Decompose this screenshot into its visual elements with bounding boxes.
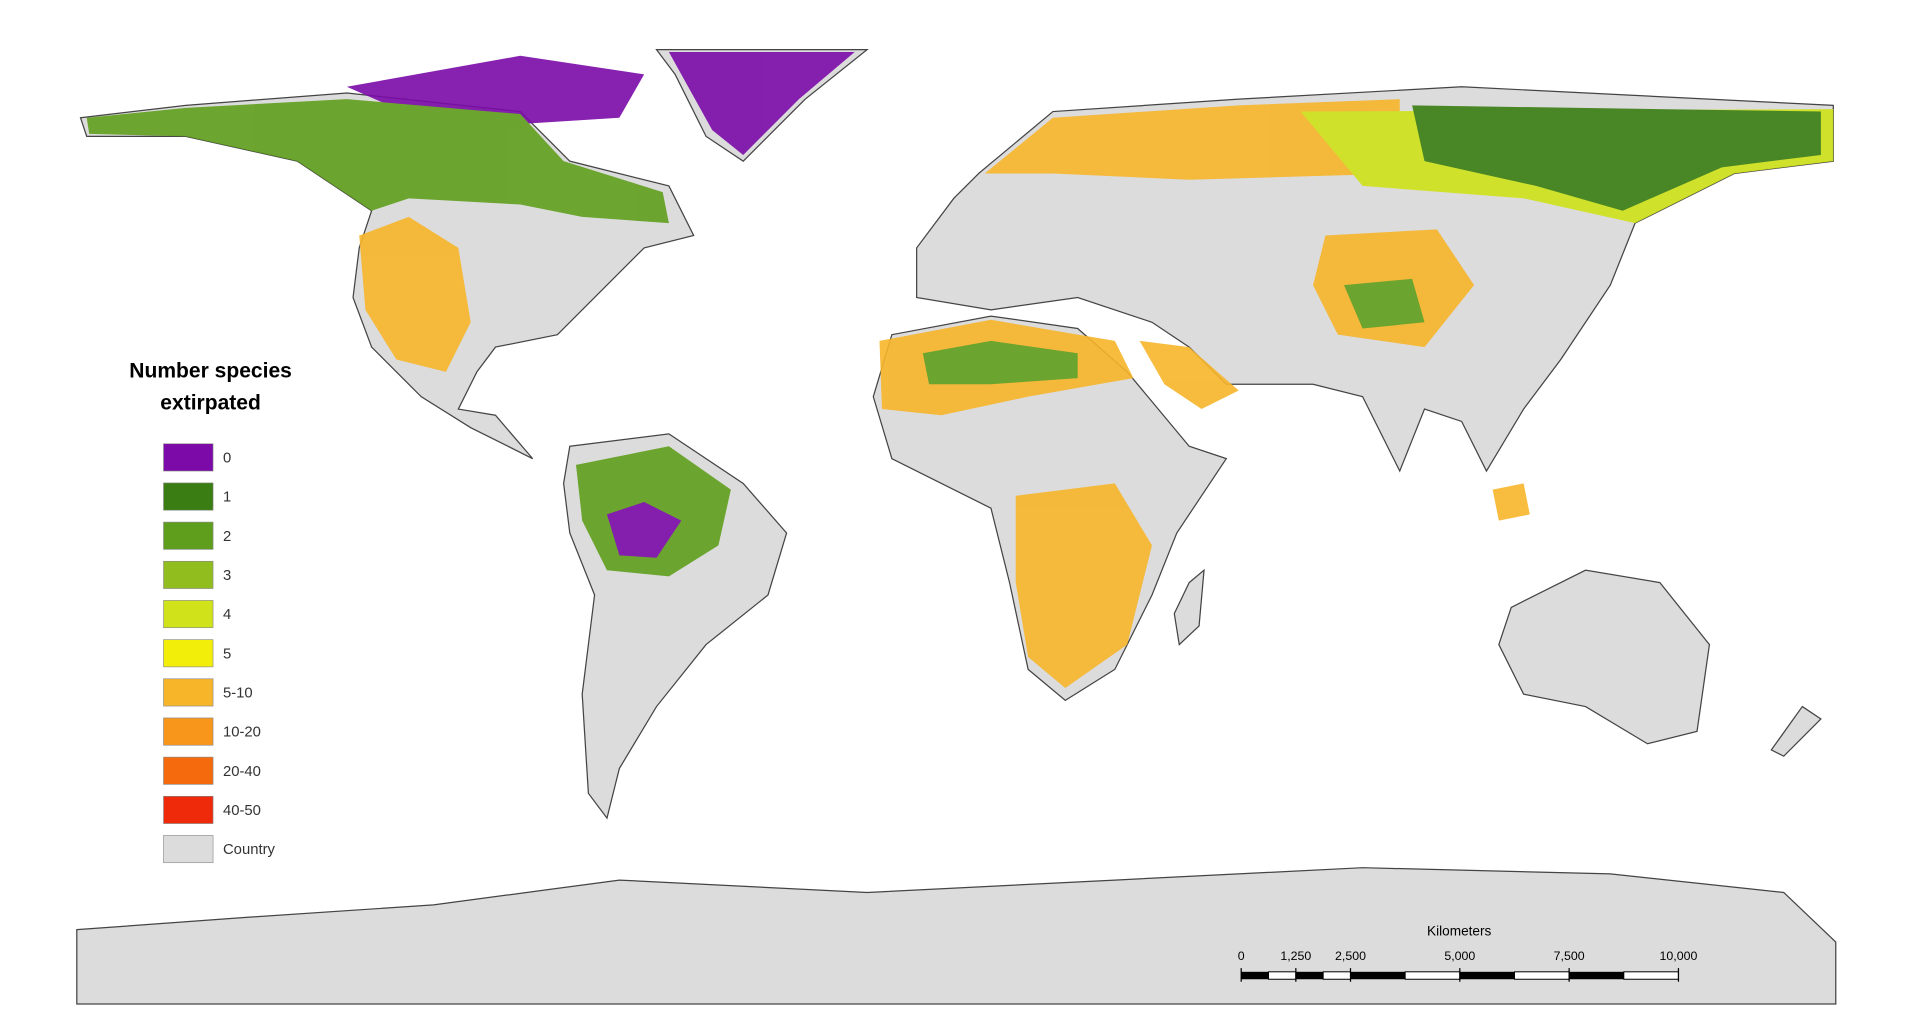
scale-segment	[1459, 971, 1515, 980]
scale-segment	[1623, 971, 1679, 980]
legend-label: 3	[223, 568, 231, 584]
legend-label: 5	[223, 646, 231, 662]
siberia-zone	[1412, 105, 1821, 211]
amazon-purple-zone	[606, 502, 682, 558]
greenland-zone	[668, 52, 855, 155]
scale-tick-label: 5,000	[1444, 949, 1475, 963]
africa-south-zone	[1015, 483, 1152, 688]
legend: Number species extirpated 0 1 2 3 4 5 5-10 10-2…	[129, 359, 292, 864]
australia	[1498, 569, 1711, 745]
legend-title: Number species	[129, 359, 292, 382]
scale-segment	[1513, 971, 1570, 980]
legend-label: Country	[223, 842, 276, 858]
legend-label: 2	[223, 529, 231, 545]
scale-tick-label: 0	[1238, 949, 1245, 963]
legend-swatch	[163, 639, 214, 668]
scale-segment	[1322, 971, 1351, 980]
legend-label: 10-20	[223, 725, 261, 741]
legend-label: 4	[223, 607, 231, 623]
scale-segment	[1350, 971, 1406, 980]
legend-swatch	[163, 678, 214, 707]
extirpation-overlays	[86, 52, 1834, 688]
sahara-green-zone	[922, 340, 1078, 385]
borneo-zone	[1492, 483, 1530, 521]
scale-segment	[1268, 971, 1297, 980]
tibet-zone	[1344, 278, 1425, 329]
scale-segment	[1569, 971, 1624, 980]
legend-label: 1	[223, 490, 231, 506]
scale-bar: Kilometers 0 1,250 2,500 5,000 7,500 10,000	[1238, 924, 1698, 982]
arabia-zone	[1139, 340, 1239, 410]
russia-west-zone	[984, 99, 1400, 180]
scale-tick-label: 10,000	[1660, 949, 1698, 963]
antarctica	[76, 867, 1837, 1005]
legend-title: extirpated	[160, 392, 261, 415]
us-west-zone	[359, 216, 471, 372]
scale-segment	[1404, 971, 1461, 980]
canada-zone	[86, 99, 669, 224]
scale-segment	[1295, 971, 1324, 980]
scale-segment	[1241, 971, 1269, 980]
legend-swatch	[163, 443, 214, 472]
scale-tick-label: 1,250	[1280, 949, 1311, 963]
legend-swatch	[163, 482, 214, 511]
scale-tick-label: 2,500	[1335, 949, 1366, 963]
legend-swatch	[163, 835, 214, 864]
legend-label: 0	[223, 451, 231, 467]
legend-swatch	[163, 795, 214, 824]
legend-swatch	[163, 600, 214, 629]
legend-label: 5-10	[223, 686, 253, 702]
legend-swatch	[163, 560, 214, 589]
legend-label: 40-50	[223, 803, 261, 819]
madagascar	[1173, 568, 1205, 646]
legend-swatch	[163, 717, 214, 746]
scale-tick-label: 7,500	[1554, 949, 1585, 963]
legend-swatch	[163, 756, 214, 785]
legend-swatch	[163, 521, 214, 550]
legend-label: 20-40	[223, 764, 261, 780]
scale-title: Kilometers	[1427, 924, 1492, 939]
new-zealand	[1770, 705, 1822, 757]
